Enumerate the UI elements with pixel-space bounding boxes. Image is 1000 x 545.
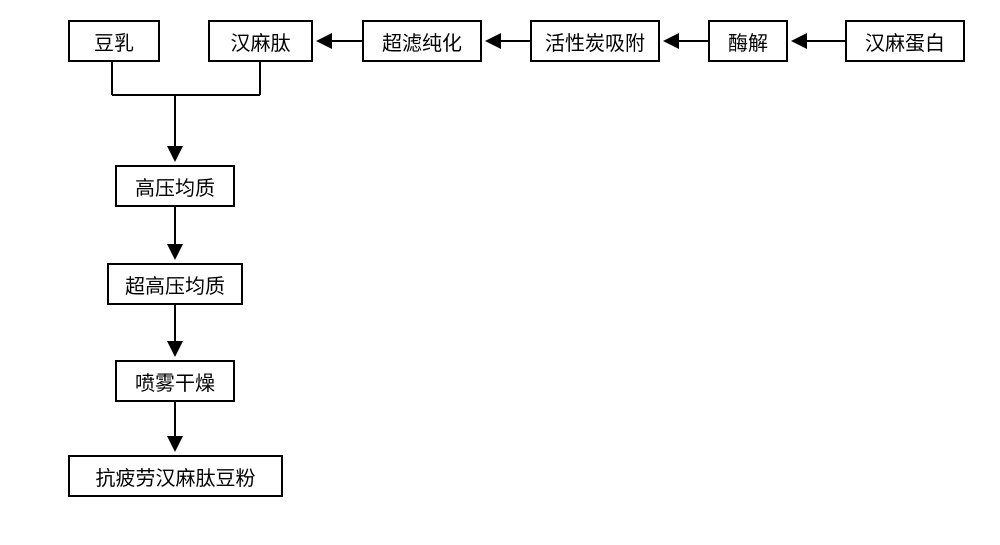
flow-node-n3: 活性炭吸附: [530, 20, 660, 62]
flow-node-n2: 酶解: [708, 20, 788, 62]
flow-node-n6: 豆乳: [68, 20, 160, 62]
flow-node-n1: 汉麻蛋白: [845, 20, 965, 62]
flow-node-n7: 高压均质: [115, 165, 235, 207]
flow-node-n8: 超高压均质: [107, 263, 243, 305]
flow-node-n9: 喷雾干燥: [115, 360, 235, 402]
flow-node-n4: 超滤纯化: [362, 20, 482, 62]
flow-node-n10: 抗疲劳汉麻肽豆粉: [68, 455, 283, 497]
flow-node-n5: 汉麻肽: [208, 20, 313, 62]
